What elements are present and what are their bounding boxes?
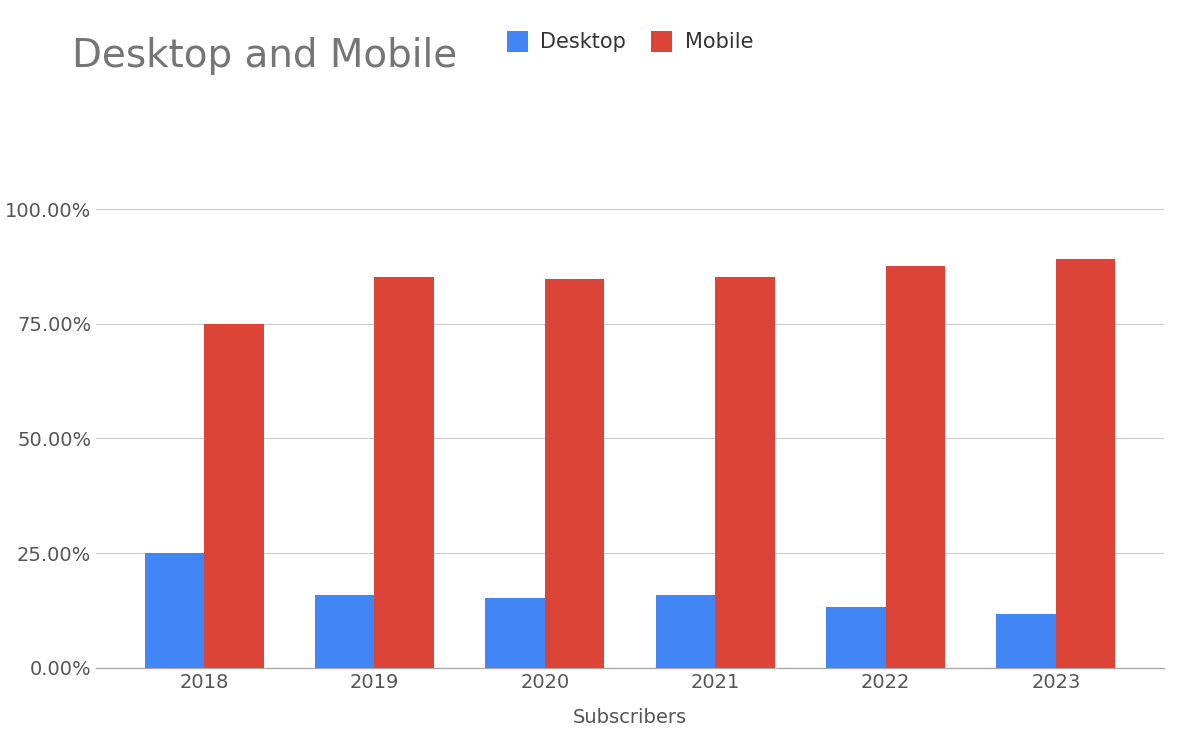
Text: Desktop and Mobile: Desktop and Mobile [72, 37, 457, 75]
Bar [655, 595, 715, 668]
Bar [545, 279, 605, 668]
Bar [826, 607, 886, 668]
X-axis label: Subscribers: Subscribers [572, 709, 688, 727]
Bar [374, 278, 434, 668]
Bar [1056, 259, 1116, 668]
Bar [996, 614, 1056, 668]
Bar [314, 595, 374, 668]
Bar [144, 553, 204, 668]
Bar [485, 597, 545, 668]
Bar [715, 278, 775, 668]
Bar [886, 266, 946, 668]
Legend: Desktop, Mobile: Desktop, Mobile [499, 22, 761, 61]
Bar [204, 324, 264, 668]
